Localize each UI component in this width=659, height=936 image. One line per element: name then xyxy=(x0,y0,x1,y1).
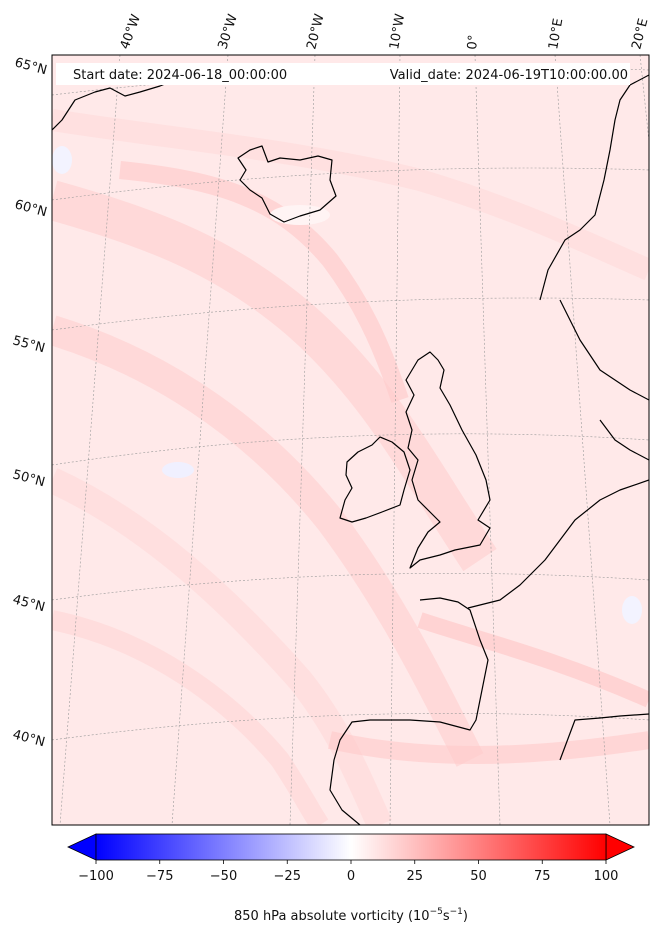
map-panel: Start date: 2024-06-18_00:00:00 Valid_da… xyxy=(51,54,650,826)
lat-label-40n: 40°N xyxy=(11,727,47,750)
colorbar-label-main: 850 hPa absolute vorticity (10 xyxy=(234,909,430,924)
lat-label-60n: 60°N xyxy=(13,197,49,220)
latitude-labels: 65°N 60°N 55°N 50°N 45°N 40°N xyxy=(11,55,49,750)
lon-label-20w: 20°W xyxy=(304,12,327,51)
colorbar-label-exp2: −1 xyxy=(450,907,463,917)
lon-label-20e: 20°E xyxy=(629,17,651,51)
colorbar-tick-label: 75 xyxy=(534,869,551,884)
map-background xyxy=(52,55,649,825)
lon-label-0: 0° xyxy=(465,34,481,50)
colorbar-extend-low xyxy=(67,833,97,861)
lat-label-45n: 45°N xyxy=(11,592,47,615)
lon-label-30w: 30°W xyxy=(216,12,241,51)
lon-label-10e: 10°E xyxy=(546,17,566,50)
colorbar-label-end: ) xyxy=(463,909,468,924)
map-frame xyxy=(51,54,650,826)
graticule xyxy=(52,55,649,825)
colorbar-tick-label: 25 xyxy=(406,869,423,884)
colorbar-label-exp1: −5 xyxy=(430,907,443,917)
colorbar-tick-label: 50 xyxy=(470,869,487,884)
header-box xyxy=(56,63,630,85)
coastlines xyxy=(52,74,649,825)
valid-date-text: Valid_date: 2024-06-19T10:00:00.00 xyxy=(390,68,628,83)
lon-label-40w: 40°W xyxy=(118,12,144,51)
lat-label-65n: 65°N xyxy=(13,55,49,78)
colorbar-ticks: −100 −75 −50 −25 0 25 50 75 100 xyxy=(78,860,618,884)
colorbar-label: 850 hPa absolute vorticity (10−5s−1) xyxy=(234,907,468,924)
colorbar-tick-label: 100 xyxy=(594,869,619,884)
colorbar-tick-label: −50 xyxy=(210,869,237,884)
colorbar-tick-label: −75 xyxy=(146,869,173,884)
colorbar-label-mid: s xyxy=(443,909,450,924)
colorbar-tick-label: −100 xyxy=(78,869,114,884)
start-date-text: Start date: 2024-06-18_00:00:00 xyxy=(73,68,287,83)
vorticity-field xyxy=(52,109,649,825)
colorbar-gradient xyxy=(95,833,607,861)
colorbar-extend-high xyxy=(605,833,635,861)
lat-label-50n: 50°N xyxy=(11,467,47,490)
colorbar: −100 −75 −50 −25 0 25 50 75 100 850 hPa absolute… xyxy=(67,833,635,924)
lat-label-55n: 55°N xyxy=(11,333,47,356)
colorbar-tick-label: 0 xyxy=(347,869,355,884)
lon-label-10w: 10°W xyxy=(387,13,408,51)
longitude-labels: 40°W 30°W 20°W 10°W 0° 10°E 20°E xyxy=(118,12,652,51)
colorbar-tick-label: −25 xyxy=(274,869,301,884)
